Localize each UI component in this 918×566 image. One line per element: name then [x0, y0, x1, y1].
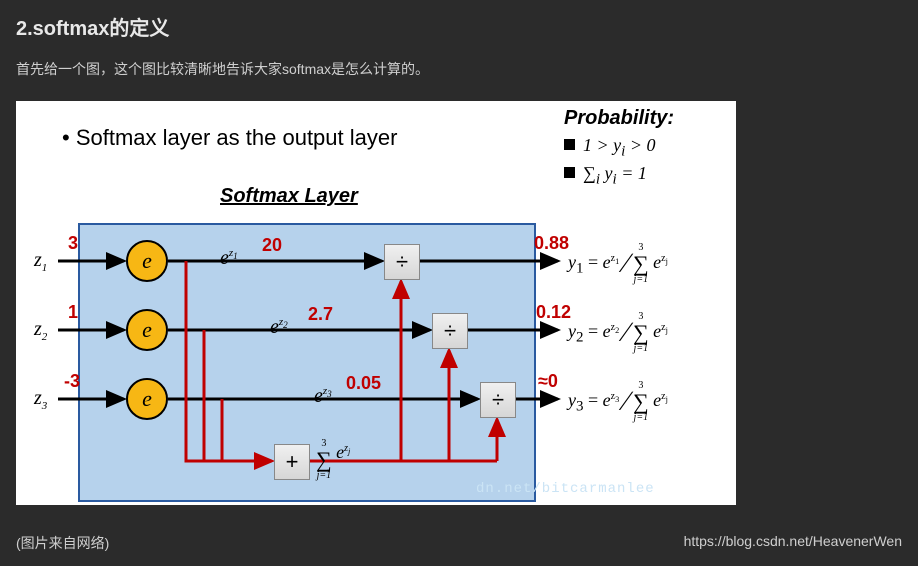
z1-label: z1	[34, 249, 47, 274]
input-1: 3	[68, 233, 78, 254]
watermark-text: dn.net/bitcarmanlee	[476, 481, 655, 497]
plus-box: +	[274, 444, 310, 480]
input-3: -3	[64, 371, 80, 392]
formula-1: y1 = ez1 ∕ 3∑j=1 ezj	[568, 243, 668, 285]
out-val-2: 0.12	[536, 302, 571, 323]
source-url: https://blog.csdn.net/HeavenerWen	[684, 533, 902, 553]
section-heading: 2.softmax的定义	[16, 12, 902, 41]
figure-caption: (图片来自网络)	[16, 533, 109, 553]
intro-text: 首先给一个图，这个图比较清晰地告诉大家softmax是怎么计算的。	[16, 59, 902, 79]
exp-label-2: ez2	[270, 316, 288, 339]
exp-val-3: 0.05	[346, 373, 381, 394]
input-2: 1	[68, 302, 78, 323]
out-val-3: ≈0	[538, 371, 558, 392]
formula-3: y3 = ez3 ∕ 3∑j=1 ezj	[568, 381, 668, 423]
z2-label: z2	[34, 318, 47, 343]
exp-label-3: ez3	[314, 385, 332, 408]
divide-box-1: ÷	[384, 244, 420, 280]
divide-box-3: ÷	[480, 382, 516, 418]
sum-expression: 3∑j=1 ezj	[316, 439, 350, 481]
arrows-layer	[16, 101, 736, 505]
e-node-2: e	[126, 309, 168, 351]
divide-box-2: ÷	[432, 313, 468, 349]
caption-row: (图片来自网络) https://blog.csdn.net/HeavenerW…	[16, 533, 902, 553]
exp-val-1: 20	[262, 235, 282, 256]
softmax-figure: • Softmax layer as the output layer Prob…	[16, 101, 736, 505]
formula-2: y2 = ez2 ∕ 3∑j=1 ezj	[568, 312, 668, 354]
e-node-1: e	[126, 240, 168, 282]
z3-label: z3	[34, 387, 47, 412]
out-val-1: 0.88	[534, 233, 569, 254]
e-node-3: e	[126, 378, 168, 420]
exp-label-1: ez1	[220, 247, 238, 270]
exp-val-2: 2.7	[308, 304, 333, 325]
